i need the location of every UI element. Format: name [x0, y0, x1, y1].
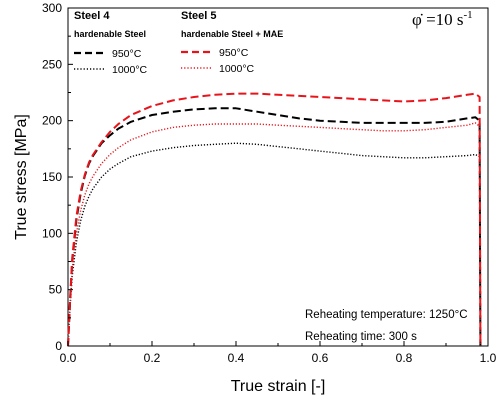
x-tick-label: 0.2	[144, 351, 161, 365]
y-tick-label: 100	[42, 226, 62, 240]
x-tick-label: 0.0	[60, 351, 77, 365]
series-layer	[67, 92, 482, 347]
legend-entry: 1000°C	[219, 63, 255, 75]
legend-group-subtitle: hardenable Steel	[74, 29, 146, 39]
x-tick-label: 1.0	[480, 351, 497, 365]
strain-rate-exponent: -1	[464, 9, 473, 21]
legend-entry: 950°C	[219, 47, 249, 59]
annotation-reheating-temperature: Reheating temperature: 1250°C	[305, 309, 468, 321]
y-tick-label: 0	[55, 339, 62, 353]
x-axis-label: True strain [-]	[231, 378, 326, 395]
strain-rate-label: φ̇ =10 s-1	[412, 9, 473, 29]
legend-entry: 950°C	[112, 48, 142, 60]
y-tick-label: 200	[42, 114, 62, 128]
y-axis-label: True stress [MPa]	[13, 114, 30, 240]
x-tick-label: 0.8	[396, 351, 413, 365]
y-tick-label: 250	[42, 57, 62, 71]
legend-entry: 1000°C	[112, 64, 148, 76]
series-line-1	[67, 142, 482, 347]
svg-text:φ̇ =10 s-1: φ̇ =10 s-1	[412, 9, 473, 29]
axis-ticks: 0.0 0.2 0.4 0.6 0.8 1.0 0 50 100 150 200 250 300	[42, 1, 497, 365]
legend: Steel 4 hardenable Steel 950°C 1000°C St…	[74, 10, 283, 76]
y-tick-label: 300	[42, 1, 62, 15]
strain-rate-value: =10 s	[422, 10, 464, 29]
y-tick-label: 50	[49, 283, 63, 297]
legend-group-title: Steel 4	[74, 10, 110, 22]
legend-group-title: Steel 5	[181, 10, 216, 22]
annotation-reheating-time: Reheating time: 300 s	[305, 331, 417, 343]
series-line-2	[67, 92, 482, 347]
x-tick-label: 0.6	[312, 351, 329, 365]
legend-group-subtitle: hardenable Steel + MAE	[181, 29, 283, 39]
series-line-3	[67, 122, 482, 347]
strain-rate-symbol: φ̇	[412, 10, 423, 29]
y-tick-label: 150	[42, 170, 62, 184]
x-tick-label: 0.4	[228, 351, 245, 365]
